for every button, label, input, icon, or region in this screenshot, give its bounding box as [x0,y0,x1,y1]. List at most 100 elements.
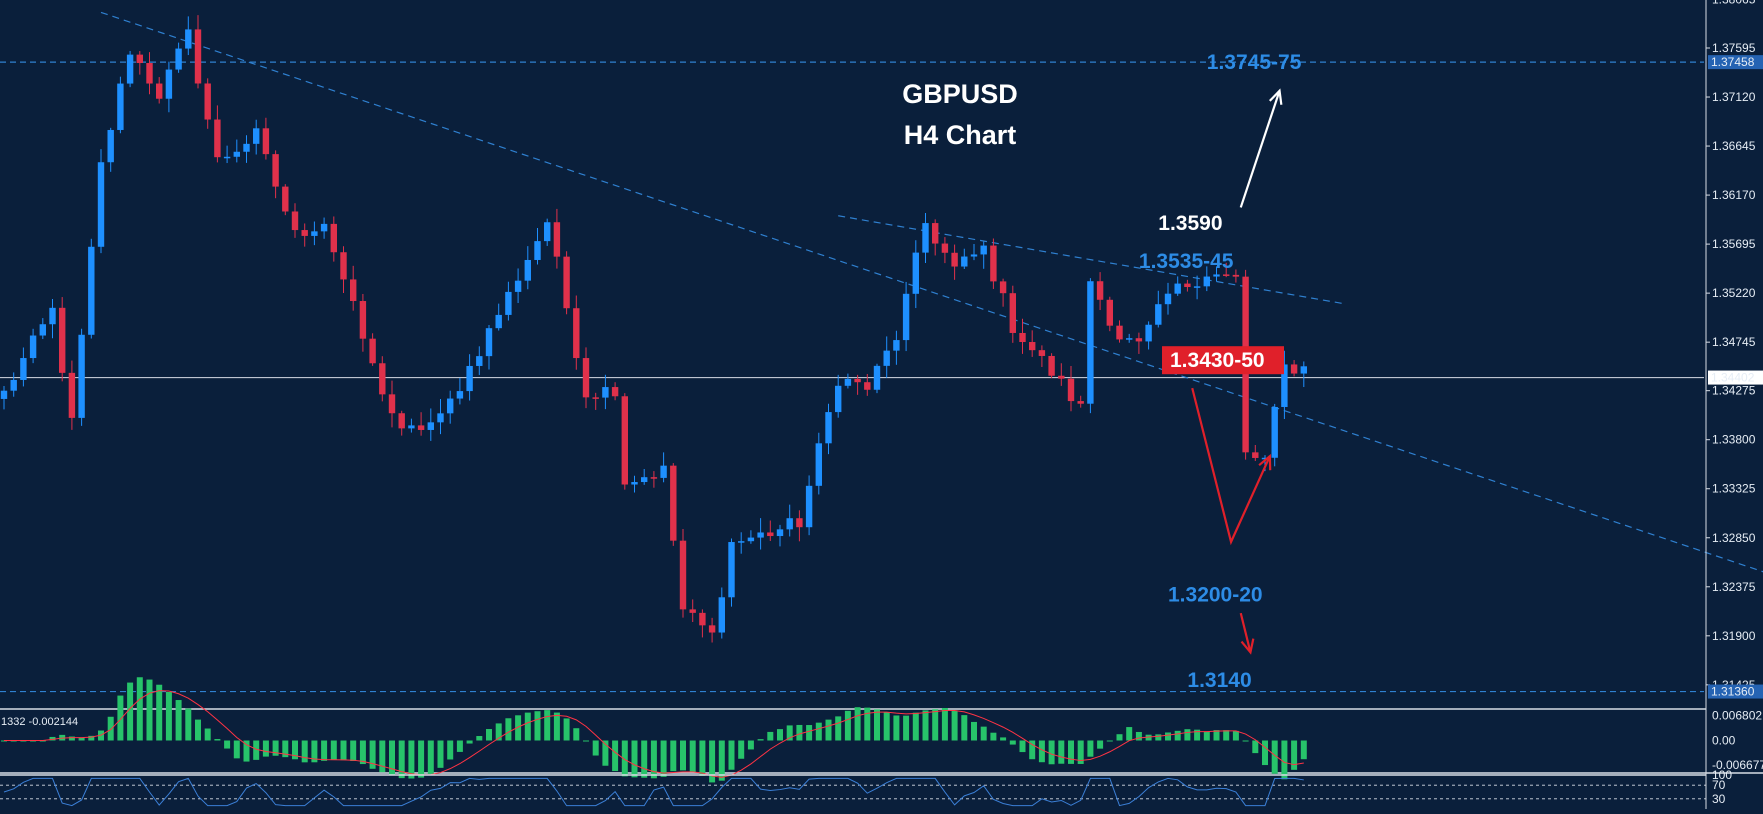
candle-body [1048,355,1055,376]
macd-bar [1106,740,1113,742]
macd-bar [437,740,444,768]
candle-body [679,540,687,610]
candle-body [835,385,842,413]
y-tick-label: 1.37595 [1712,41,1756,55]
macd-bar [389,740,395,776]
candle-body [49,307,56,325]
candle [476,346,483,375]
macd-bar [1000,737,1007,741]
candle-body [437,413,444,423]
macd-bar [1097,740,1104,749]
macd-bar [621,740,628,777]
candle-body [815,443,822,486]
candle [408,418,415,433]
candle-body [340,252,347,280]
macd-bar [718,740,725,781]
candle-body [728,542,735,598]
macd-bar [1252,740,1259,754]
macd-bar [747,740,754,750]
macd-bar [893,715,900,741]
macd-bar [398,740,405,779]
candle [611,382,619,401]
candle-body [1077,401,1084,404]
candle [922,212,929,263]
macd-signal-line [4,690,1304,778]
candle-body [524,259,531,281]
macd-bar [330,740,337,760]
candle [456,377,464,405]
macd-bar [1009,740,1016,745]
candle-body [291,211,299,231]
candle [825,403,832,455]
macd-bar [912,712,919,741]
rsi-line [3,777,1304,807]
macd-bar [486,729,492,741]
y-tick-label: 1.35695 [1712,237,1756,251]
macd-bar [650,740,657,779]
candle [883,336,890,378]
macd-bar [835,716,842,741]
resistance-price-label-bg [1708,55,1763,70]
candle [437,398,444,435]
macd-bar [1087,740,1094,757]
y-tick-label: 1.32375 [1712,580,1756,594]
macd-bar [796,724,803,741]
macd-bar [476,736,483,741]
chart-title: GBPUSD [902,79,1018,109]
macd-bar [49,736,56,741]
candle [1213,266,1220,282]
candle [631,475,638,493]
candle-body [447,398,454,414]
candle-body [922,223,929,253]
candle-body [476,356,483,366]
macd-bar [1048,740,1055,765]
candle-body [495,314,502,329]
candle [679,528,687,618]
candle-body [708,625,716,633]
candle-body [223,156,231,159]
candle [738,532,745,554]
macd-bar [1242,740,1249,742]
candle-body [844,378,852,386]
candle [350,265,357,311]
candle-body [243,143,250,152]
annotation-label: 1.3590 [1158,212,1222,235]
macd-bar [78,737,85,741]
candle-body [408,425,415,429]
current-price-label: 1.34402 [1711,371,1755,385]
candle-body [233,151,240,157]
candle-body [1164,293,1172,305]
candle-body [592,397,599,399]
candle-body [544,222,551,242]
annotation-label: 1.3200-20 [1168,583,1263,606]
candle-body [505,291,512,315]
candle-body [320,223,328,232]
candle-body [805,485,813,528]
candle [1019,318,1026,354]
candle [97,149,105,254]
arrow-shaft [1239,90,1281,208]
macd-tick-label: 0.00 [1712,734,1736,748]
candle [835,374,842,418]
candle [243,135,250,163]
candle-body [1029,342,1036,351]
candle [1252,444,1259,461]
candle [0,385,8,410]
candle [747,530,755,544]
candle [262,117,270,160]
candle [951,244,958,280]
macd-bar [874,709,880,741]
candle-body [330,223,337,253]
candle [534,228,541,265]
candle [815,432,822,495]
candle-body [117,83,124,130]
candle-body [912,252,919,294]
candle [330,216,337,262]
candle-body [97,162,105,247]
macd-bar [117,695,124,741]
macd-bar [233,740,240,759]
candle-body [78,334,85,418]
candle [602,374,609,410]
candle-body [534,241,541,260]
